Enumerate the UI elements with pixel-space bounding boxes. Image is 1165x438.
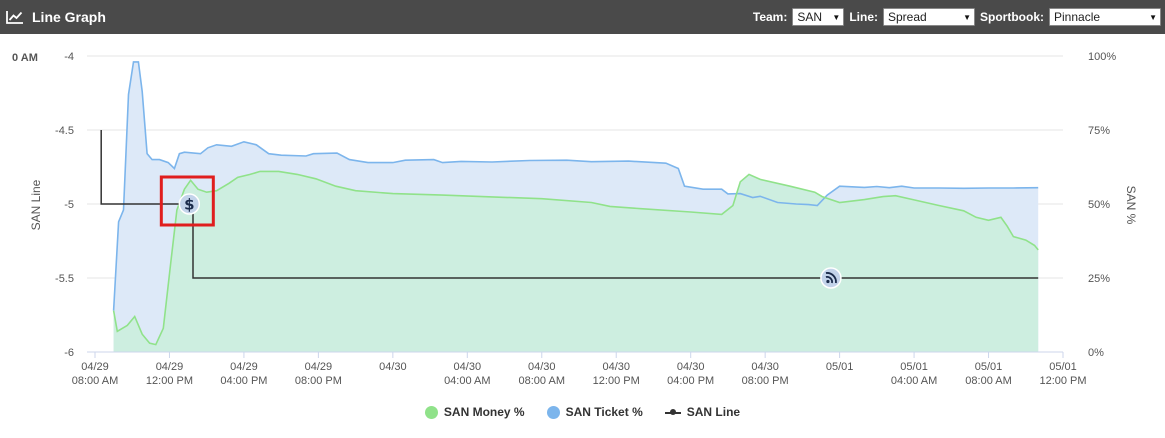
- chevron-down-icon: ▼: [832, 12, 841, 22]
- y-left-tick-label: -5.5: [55, 273, 74, 285]
- y-left-tick-label: -5: [64, 199, 74, 211]
- x-axis: 04/29 08:00 AM 04/29 12:00 PM 04/29 04:00 PM 0…: [72, 351, 1087, 387]
- team-select[interactable]: SAN ▼: [792, 8, 845, 26]
- x-tick-date: 04/30: [677, 361, 705, 373]
- money-area: [113, 171, 1039, 352]
- chevron-down-icon: ▼: [1149, 12, 1157, 22]
- sportbook-select-value: Pinnacle: [1054, 10, 1101, 24]
- line-chart-icon: [6, 11, 23, 24]
- line-label: Line:: [849, 10, 878, 24]
- chart-legend: SAN Money % SAN Ticket % SAN Line: [0, 405, 1165, 419]
- legend-dot-ticket: [546, 405, 560, 419]
- y-axis-right-title: SAN %: [1124, 186, 1138, 225]
- x-tick-time: 12:00 PM: [146, 375, 193, 387]
- title-wrap: Line Graph: [6, 0, 106, 34]
- x-tick-time: 12:00 PM: [1039, 375, 1086, 387]
- chevron-down-icon: ▼: [963, 12, 971, 22]
- sportbook-select[interactable]: Pinnacle ▼: [1049, 8, 1161, 26]
- y-right-tick-label: 50%: [1088, 199, 1110, 211]
- y-right-tick-label: 0%: [1088, 347, 1104, 359]
- x-tick-time: 08:00 AM: [965, 375, 1011, 387]
- rss-icon: [825, 272, 837, 284]
- highlight-box: [159, 175, 215, 227]
- team-select-value: SAN: [797, 10, 823, 24]
- chart-markers: $: [159, 175, 842, 289]
- legend-dot-money: [424, 405, 438, 419]
- chart-title: Line Graph: [32, 9, 106, 25]
- x-tick-date: 05/01: [826, 361, 854, 373]
- sportbook-label: Sportbook:: [980, 10, 1044, 24]
- line-graph-chart: 04/29 08:00 AM 04/29 12:00 PM 04/29 04:00 PM 0…: [12, 51, 1138, 387]
- chart-header: Line Graph Team: SAN ▼ Line: Spread ▼ Sp…: [0, 0, 1165, 34]
- legend-line-symbol: [664, 407, 681, 417]
- dollar-icon: $: [184, 196, 194, 214]
- x-tick-time: 08:00 PM: [742, 375, 789, 387]
- legend-item-money[interactable]: SAN Money %: [424, 405, 525, 419]
- y-left-tick-label: -4.5: [55, 125, 74, 137]
- x-tick-date: 04/30: [751, 361, 779, 373]
- legend-label-line: SAN Line: [686, 405, 741, 419]
- x-tick-date: 05/01: [900, 361, 928, 373]
- legend-label-ticket: SAN Ticket %: [565, 405, 643, 419]
- y-right-tick-label: 25%: [1088, 273, 1110, 285]
- y-left-tick-label: -4: [64, 51, 74, 63]
- legend-item-line[interactable]: SAN Line: [664, 405, 741, 419]
- chart-controls: Team: SAN ▼ Line: Spread ▼ Sportbook: Pi…: [753, 0, 1161, 34]
- x-tick-time: 08:00 AM: [72, 375, 118, 387]
- x-tick-time: 04:00 PM: [667, 375, 714, 387]
- x-tick-time: 08:00 AM: [519, 375, 565, 387]
- x-tick-date: 04/30: [602, 361, 630, 373]
- corner-label: 0 AM: [12, 52, 38, 64]
- x-tick-date: 04/29: [230, 361, 258, 373]
- y-left-tick-label: -6: [64, 347, 74, 359]
- line-select[interactable]: Spread ▼: [883, 8, 975, 26]
- legend-item-ticket[interactable]: SAN Ticket %: [546, 405, 643, 419]
- x-tick-date: 04/30: [379, 361, 407, 373]
- x-tick-date: 04/30: [454, 361, 482, 373]
- x-tick-time: 12:00 PM: [593, 375, 640, 387]
- line-select-value: Spread: [888, 10, 927, 24]
- y-right-tick-label: 100%: [1088, 51, 1116, 63]
- money-marker: $: [159, 175, 215, 227]
- ticket-line: [112, 61, 1039, 311]
- x-tick-time: 04:00 AM: [891, 375, 937, 387]
- x-tick-date: 04/29: [305, 361, 333, 373]
- money-line: [112, 170, 1039, 346]
- marker-circle: [178, 193, 201, 215]
- y-axis-left: -4 -4.5 -5 -5.5 -6: [55, 51, 74, 359]
- x-tick-time: 08:00 PM: [295, 375, 342, 387]
- x-tick-time: 04:00 AM: [444, 375, 490, 387]
- x-tick-date: 04/29: [81, 361, 109, 373]
- y-axis-right: 100% 75% 50% 25% 0%: [1088, 51, 1116, 359]
- y-axis-left-title: SAN Line: [29, 179, 43, 230]
- rss-marker: [820, 267, 842, 289]
- team-label: Team:: [752, 10, 788, 24]
- x-tick-time: 04:00 PM: [220, 375, 267, 387]
- y-right-tick-label: 75%: [1088, 125, 1110, 137]
- x-tick-date: 05/01: [1049, 361, 1077, 373]
- legend-label-money: SAN Money %: [443, 405, 525, 419]
- x-tick-date: 05/01: [975, 361, 1003, 373]
- rss-icon: [826, 279, 830, 284]
- rss-icon: [825, 276, 833, 284]
- x-tick-date: 04/29: [156, 361, 184, 373]
- x-tick-date: 04/30: [528, 361, 556, 373]
